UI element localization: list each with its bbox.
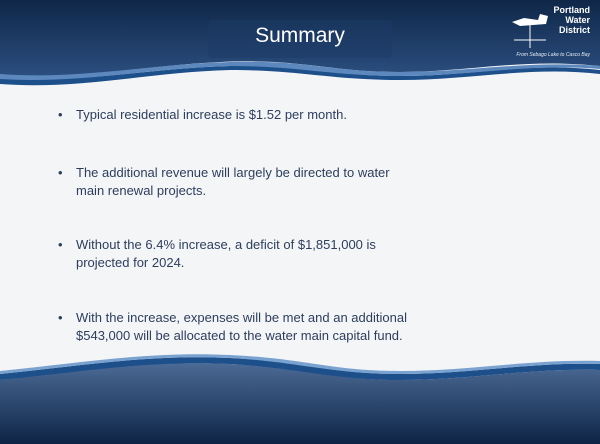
bullet-line: $543,000 will be allocated to the water …	[76, 328, 403, 343]
bullet-line: Typical residential increase is $1.52 pe…	[76, 107, 347, 122]
bullet-line: With the increase, expenses will be met …	[76, 310, 407, 325]
bullet: The additional revenue will largely be d…	[55, 164, 555, 200]
logo-tagline: From Sebago Lake to Casco Bay	[516, 52, 590, 58]
logo-line: District	[558, 25, 590, 35]
logo: Portland Water District	[553, 5, 590, 35]
bullet-list: Typical residential increase is $1.52 pe…	[55, 106, 555, 345]
bullet-line: Without the 6.4% increase, a deficit of …	[76, 237, 376, 252]
bullet-line: The additional revenue will largely be d…	[76, 165, 390, 180]
bullet: Without the 6.4% increase, a deficit of …	[55, 236, 555, 272]
bullet-line: main renewal projects.	[76, 183, 207, 198]
bullet: With the increase, expenses will be met …	[55, 309, 555, 345]
bullet: Typical residential increase is $1.52 pe…	[55, 106, 555, 124]
logo-line: Water	[565, 15, 590, 25]
slide-title: Summary	[255, 24, 345, 47]
logo-line: Portland	[553, 5, 590, 15]
bullet-line: projected for 2024.	[76, 255, 185, 270]
